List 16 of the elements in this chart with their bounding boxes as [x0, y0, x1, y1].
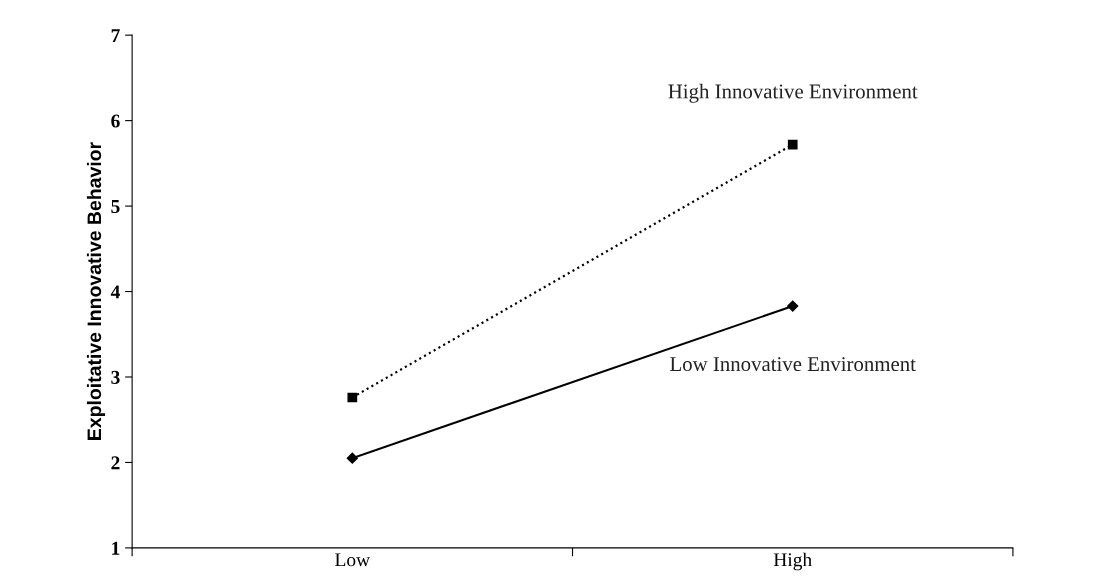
y-axis-title: Exploitative Innovative Behavior: [86, 142, 106, 440]
y-tick-label: 6: [111, 114, 120, 128]
y-tick-label: 7: [111, 29, 120, 42]
series-label: Low Innovative Environment: [670, 357, 916, 372]
y-tick-label: 1: [112, 541, 120, 555]
point: [787, 300, 799, 312]
point: [347, 392, 358, 403]
y-tick-label: 4: [110, 285, 120, 299]
x-tick-label: High: [773, 552, 812, 571]
point: [346, 452, 358, 464]
text: High Innovative Environment: [668, 83, 918, 103]
point: [787, 139, 798, 150]
x-tick-label: Low: [335, 553, 371, 567]
y-tick-label: 2: [111, 456, 120, 470]
y-tick-label: 3: [111, 370, 120, 384]
y-tick-label: 5: [111, 200, 120, 214]
